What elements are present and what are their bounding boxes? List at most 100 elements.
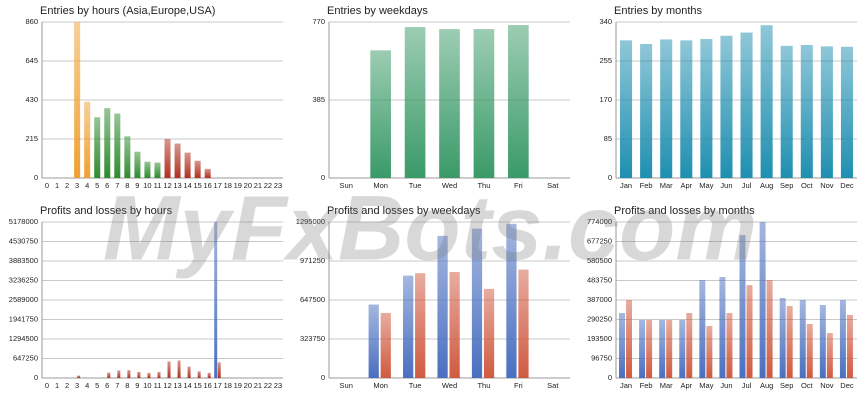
x-tick-label: 2 (65, 381, 69, 390)
x-tick-label: Jul (742, 381, 752, 390)
x-tick-label: 9 (135, 381, 139, 390)
y-tick-label: 1294500 (9, 334, 38, 343)
x-tick-label: 15 (193, 181, 201, 190)
x-tick-label: 8 (125, 381, 129, 390)
bar (194, 160, 201, 178)
x-tick-label: Aug (760, 181, 773, 190)
y-tick-label: 85 (604, 134, 612, 143)
bar (800, 44, 813, 178)
bar (134, 151, 141, 178)
x-tick-label: 20 (244, 381, 252, 390)
chart-title: Entries by months (614, 5, 703, 17)
x-tick-label: 14 (183, 181, 191, 190)
bar (646, 319, 653, 378)
x-tick-label: Apr (680, 381, 692, 390)
chart-title: Profits and losses by months (614, 205, 755, 217)
bar (700, 38, 713, 178)
x-tick-label: Dec (840, 381, 854, 390)
x-tick-label: Sun (340, 181, 353, 190)
bar (114, 113, 121, 178)
bar (619, 313, 625, 378)
bar (819, 305, 826, 378)
bar (826, 333, 833, 378)
x-tick-label: Tue (409, 181, 422, 190)
y-tick-label: 770 (312, 17, 325, 26)
bar (77, 375, 81, 378)
x-tick-label: 10 (143, 181, 151, 190)
x-tick-label: Tue (409, 381, 422, 390)
bar (187, 366, 191, 378)
x-tick-label: 10 (143, 381, 151, 390)
y-tick-label: 385 (312, 95, 325, 104)
bar (204, 168, 211, 178)
bar (620, 40, 633, 179)
x-tick-label: 13 (173, 381, 181, 390)
x-tick-label: 7 (115, 181, 119, 190)
bar (380, 312, 391, 378)
x-tick-label: 8 (125, 181, 129, 190)
y-tick-label: 0 (34, 373, 38, 382)
x-tick-label: Oct (801, 181, 814, 190)
y-tick-label: 483750 (587, 275, 612, 284)
y-tick-label: 340 (599, 17, 612, 26)
y-tick-label: 677250 (587, 236, 612, 245)
x-tick-label: Jul (742, 181, 752, 190)
x-tick-label: Dec (840, 181, 854, 190)
x-tick-label: 17 (214, 381, 222, 390)
bar (686, 313, 693, 378)
bar (177, 360, 181, 378)
bar (639, 319, 646, 378)
bar (104, 108, 111, 178)
bar (839, 300, 846, 378)
x-tick-label: May (699, 381, 713, 390)
bar (157, 371, 161, 378)
bar (760, 25, 773, 179)
bar (154, 162, 161, 178)
bar (726, 313, 733, 378)
x-tick-label: Jan (620, 381, 632, 390)
bar (483, 288, 495, 378)
x-tick-label: 11 (154, 181, 162, 190)
bar (184, 152, 191, 178)
x-tick-label: 19 (234, 381, 242, 390)
x-tick-label: Apr (680, 181, 692, 190)
bar (508, 25, 529, 179)
x-tick-label: Thu (477, 381, 490, 390)
x-tick-label: 5 (95, 181, 99, 190)
y-tick-label: 580500 (587, 256, 612, 265)
y-tick-label: 1295000 (296, 217, 325, 226)
x-tick-label: 4 (85, 381, 89, 390)
bar (415, 273, 426, 378)
x-tick-label: 22 (264, 381, 272, 390)
x-tick-label: 5 (95, 381, 99, 390)
x-tick-label: Mar (660, 181, 673, 190)
y-tick-label: 3883500 (9, 256, 38, 265)
x-tick-label: Nov (820, 181, 834, 190)
chart-title: Profits and losses by weekdays (327, 205, 481, 217)
x-tick-label: 17 (214, 181, 222, 190)
bar (137, 371, 141, 378)
bar (640, 44, 653, 178)
x-tick-label: 20 (244, 181, 252, 190)
bar (217, 362, 221, 378)
bar (518, 269, 529, 378)
bar (740, 32, 753, 178)
y-tick-label: 3236250 (9, 275, 38, 284)
x-tick-label: 12 (163, 381, 171, 390)
y-tick-label: 971250 (300, 256, 325, 265)
bar (167, 361, 171, 378)
bar (439, 29, 460, 178)
y-tick-label: 647500 (300, 295, 325, 304)
x-tick-label: 0 (45, 381, 49, 390)
x-tick-label: Mon (373, 181, 388, 190)
bar (74, 22, 81, 178)
x-tick-label: Sep (780, 181, 793, 190)
bar (403, 275, 414, 378)
x-tick-label: 23 (274, 181, 282, 190)
bar (806, 323, 813, 378)
bar (660, 39, 673, 178)
x-tick-label: Jan (620, 181, 632, 190)
x-tick-label: 23 (274, 381, 282, 390)
bar (449, 271, 460, 378)
